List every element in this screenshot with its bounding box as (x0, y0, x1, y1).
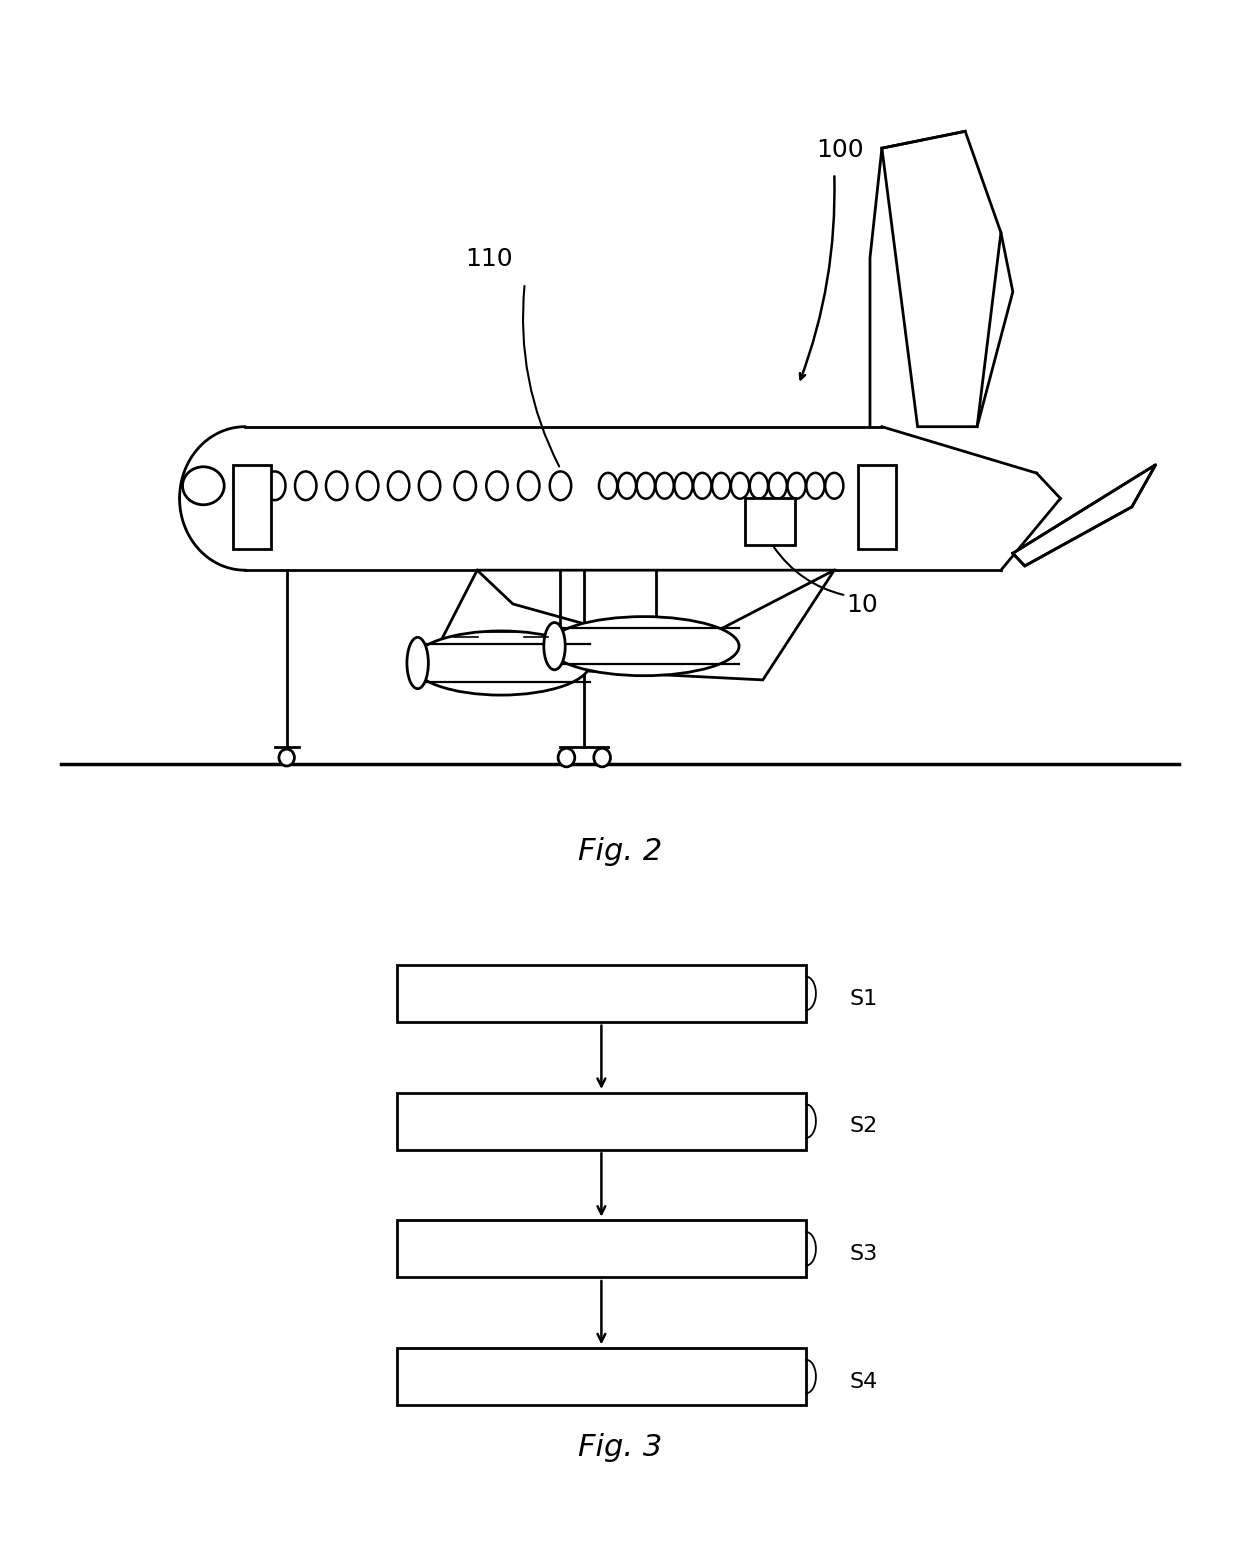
Ellipse shape (693, 474, 712, 499)
Text: S2: S2 (849, 1116, 878, 1136)
Ellipse shape (558, 749, 575, 767)
Text: 10: 10 (846, 594, 878, 617)
Ellipse shape (279, 749, 294, 766)
Polygon shape (1013, 464, 1156, 566)
Ellipse shape (594, 749, 610, 767)
Text: S1: S1 (849, 989, 878, 1008)
Ellipse shape (618, 474, 636, 499)
Ellipse shape (412, 631, 590, 696)
Ellipse shape (455, 472, 476, 500)
Text: S3: S3 (849, 1244, 878, 1264)
Ellipse shape (326, 472, 347, 500)
Ellipse shape (388, 472, 409, 500)
Bar (397, 1093, 806, 1150)
Ellipse shape (769, 474, 787, 499)
Bar (397, 1347, 806, 1405)
Ellipse shape (419, 472, 440, 500)
Bar (233, 464, 272, 549)
Polygon shape (882, 131, 1001, 427)
Ellipse shape (750, 474, 768, 499)
Ellipse shape (357, 472, 378, 500)
Ellipse shape (636, 474, 655, 499)
Bar (397, 1221, 806, 1277)
Text: 110: 110 (465, 247, 513, 272)
Ellipse shape (825, 474, 843, 499)
Ellipse shape (549, 472, 572, 500)
Ellipse shape (548, 616, 739, 675)
Ellipse shape (486, 472, 507, 500)
Ellipse shape (787, 474, 806, 499)
Bar (858, 464, 897, 549)
Polygon shape (429, 570, 835, 680)
Ellipse shape (518, 472, 539, 500)
Text: Fig. 3: Fig. 3 (578, 1433, 662, 1463)
Ellipse shape (712, 474, 730, 499)
Ellipse shape (544, 622, 565, 671)
Ellipse shape (806, 474, 825, 499)
Ellipse shape (656, 474, 673, 499)
Text: Fig. 2: Fig. 2 (578, 836, 662, 866)
Ellipse shape (264, 472, 285, 500)
Ellipse shape (675, 474, 693, 499)
Ellipse shape (182, 467, 224, 505)
Bar (397, 964, 806, 1022)
Ellipse shape (295, 472, 316, 500)
Ellipse shape (599, 474, 618, 499)
Text: 100: 100 (816, 138, 864, 161)
Text: S4: S4 (849, 1372, 878, 1393)
Ellipse shape (407, 638, 428, 689)
Ellipse shape (730, 474, 749, 499)
Bar (745, 499, 795, 545)
